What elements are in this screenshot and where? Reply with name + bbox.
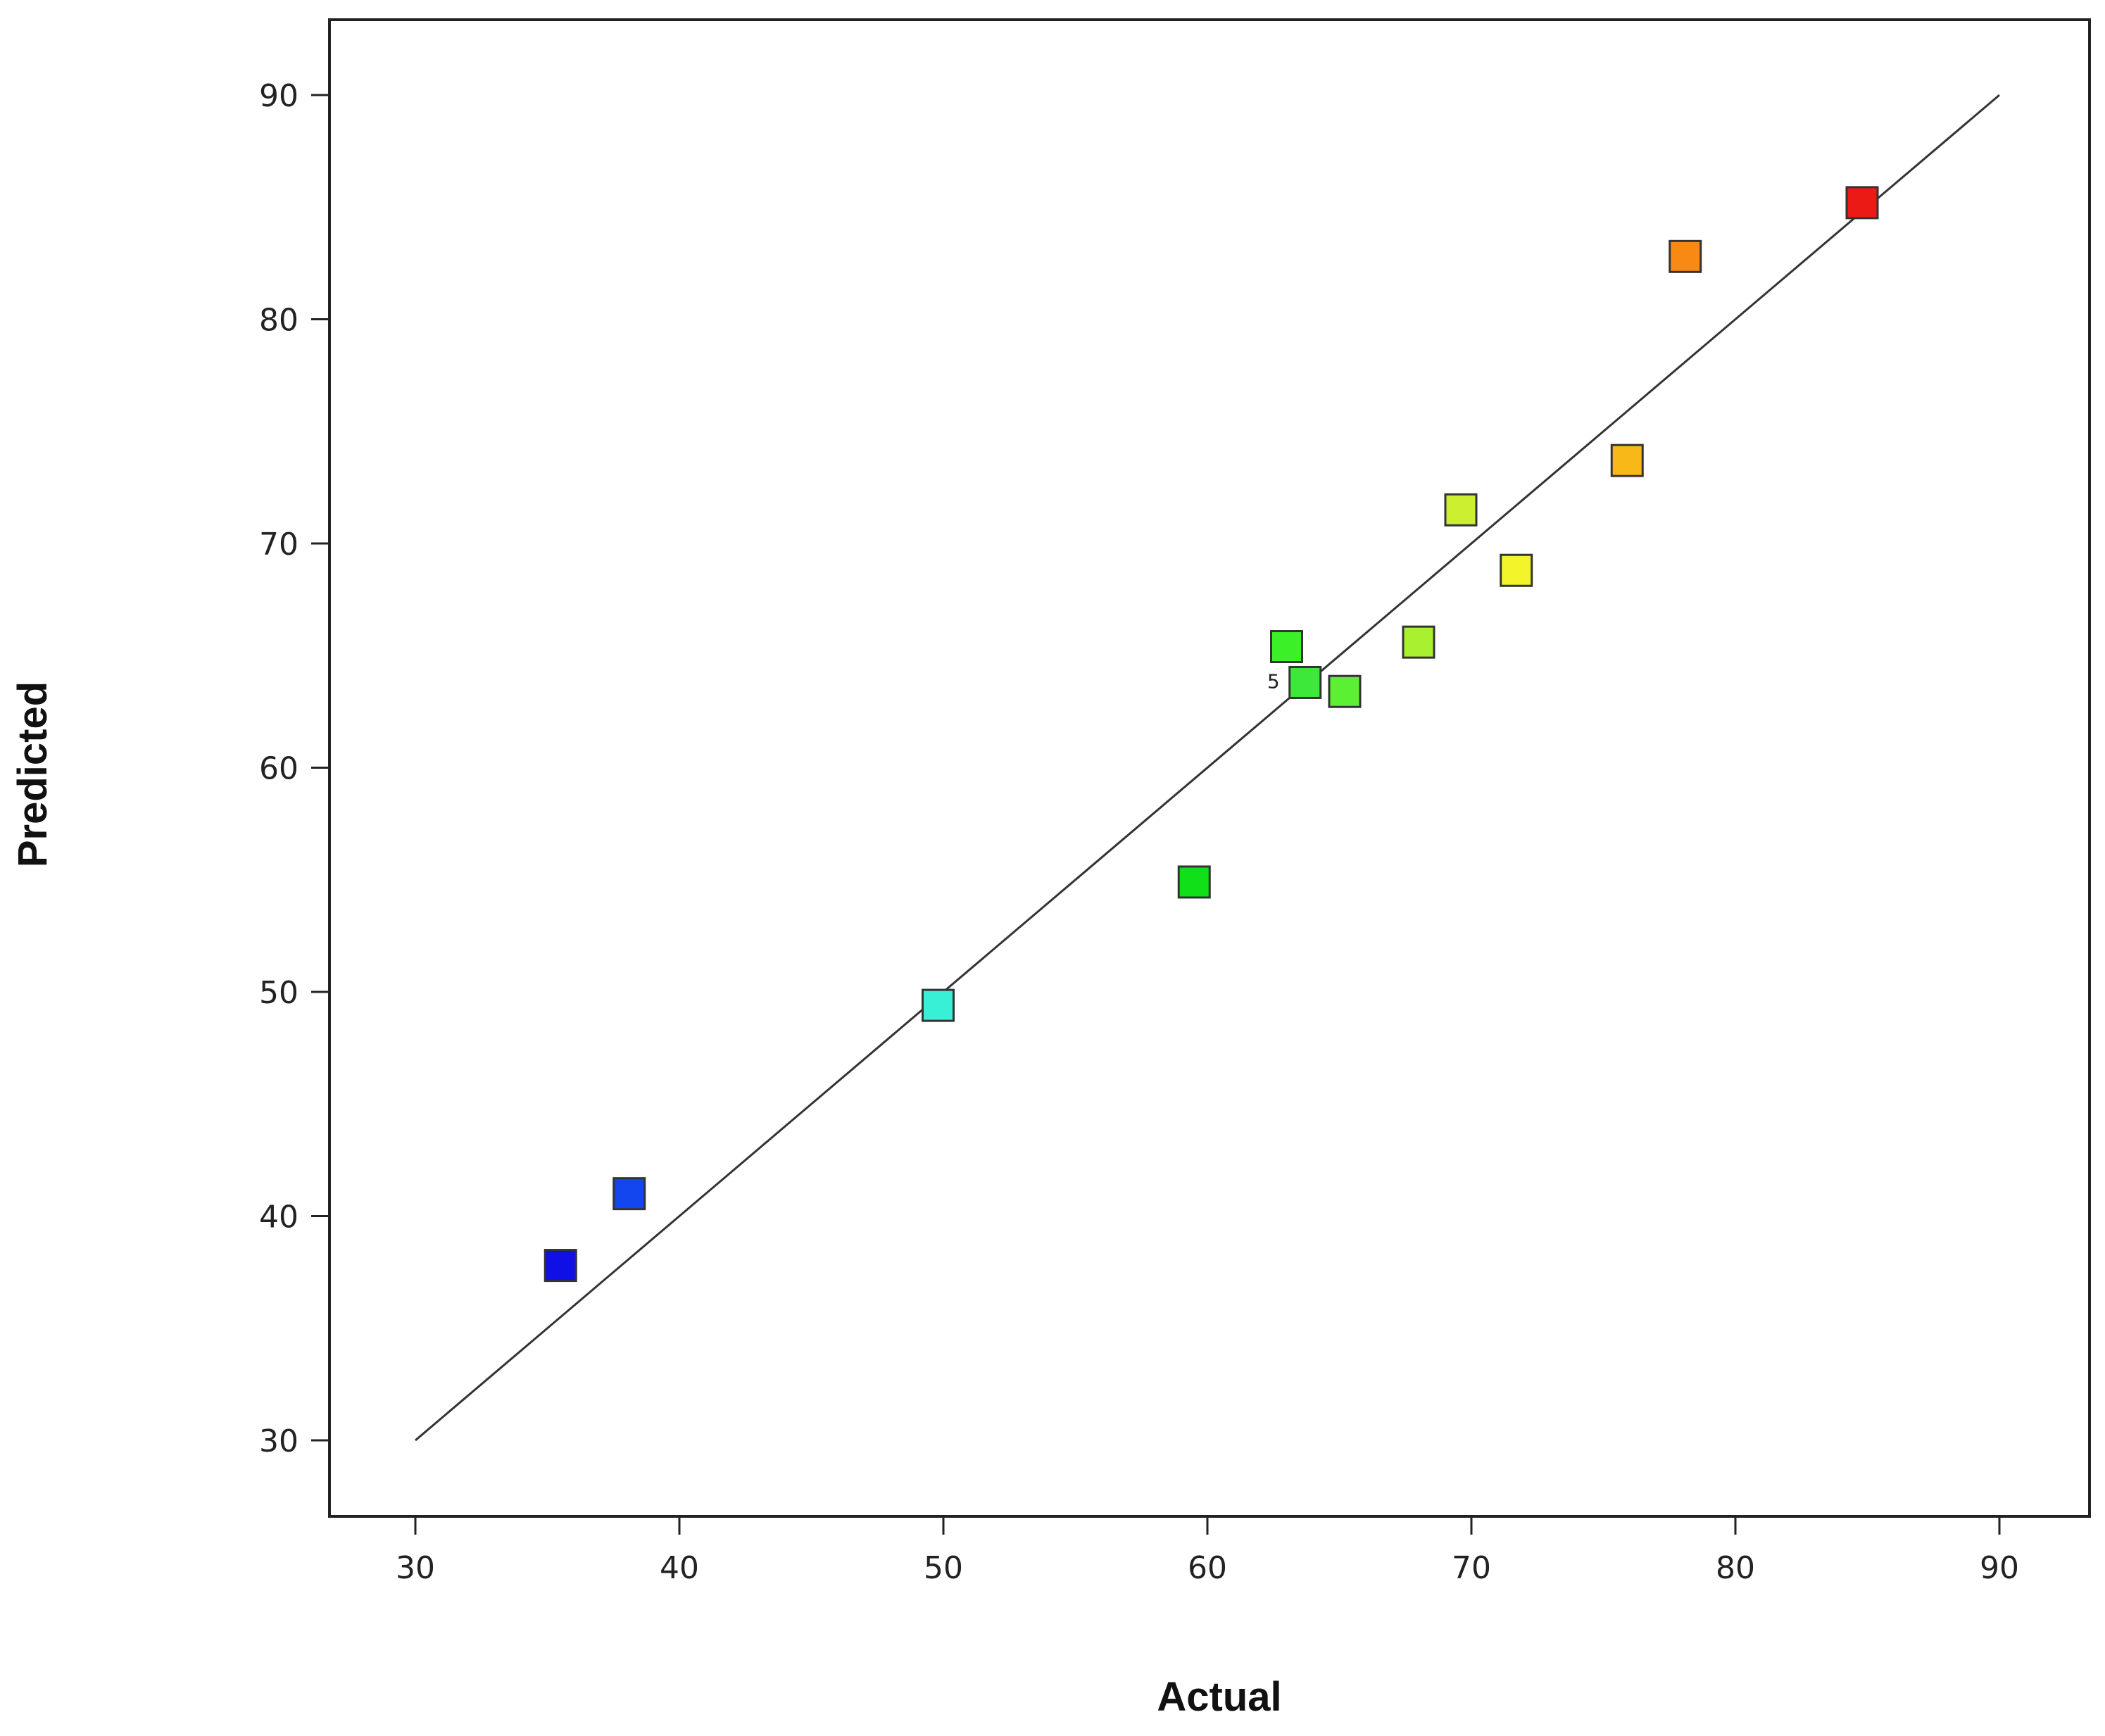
data-point	[1288, 665, 1322, 699]
y-tick-label: 50	[259, 975, 299, 1011]
data-point	[1610, 444, 1644, 477]
data-point	[1270, 630, 1303, 664]
data-point	[1669, 239, 1702, 273]
y-tick-label: 40	[259, 1200, 299, 1235]
y-tick-label: 30	[259, 1423, 299, 1459]
x-axis: 30 40 50 60 70 80 90	[396, 1516, 2019, 1586]
data-points: 5	[543, 186, 1879, 1283]
data-point	[1500, 553, 1533, 587]
y-tick-label: 60	[259, 751, 299, 787]
data-point	[543, 1249, 577, 1283]
x-tick-label: 90	[1980, 1550, 2019, 1586]
y-tick-label: 70	[259, 527, 299, 562]
y-tick-label: 90	[259, 78, 299, 114]
x-tick-label: 80	[1716, 1550, 1755, 1586]
data-point	[1845, 186, 1879, 220]
data-point	[612, 1177, 646, 1211]
x-tick-label: 30	[396, 1550, 435, 1586]
x-axis-title: Actual	[1157, 1674, 1281, 1720]
data-point	[1328, 674, 1362, 708]
x-tick-label: 60	[1188, 1550, 1227, 1586]
data-point	[1402, 625, 1435, 659]
x-tick-label: 70	[1452, 1550, 1491, 1586]
data-point	[922, 988, 955, 1022]
x-tick-label: 50	[924, 1550, 963, 1586]
plot-frame	[328, 18, 2091, 1518]
data-point-label: 5	[1267, 669, 1280, 693]
y-tick-label: 80	[259, 303, 299, 339]
data-point	[1177, 865, 1211, 899]
y-axis-title: Predicted	[10, 681, 56, 867]
y-axis: 30 40 50 60 70 80 90	[259, 78, 329, 1459]
reference-line	[415, 94, 2000, 1442]
data-point	[1444, 493, 1478, 527]
x-tick-label: 40	[660, 1550, 699, 1586]
